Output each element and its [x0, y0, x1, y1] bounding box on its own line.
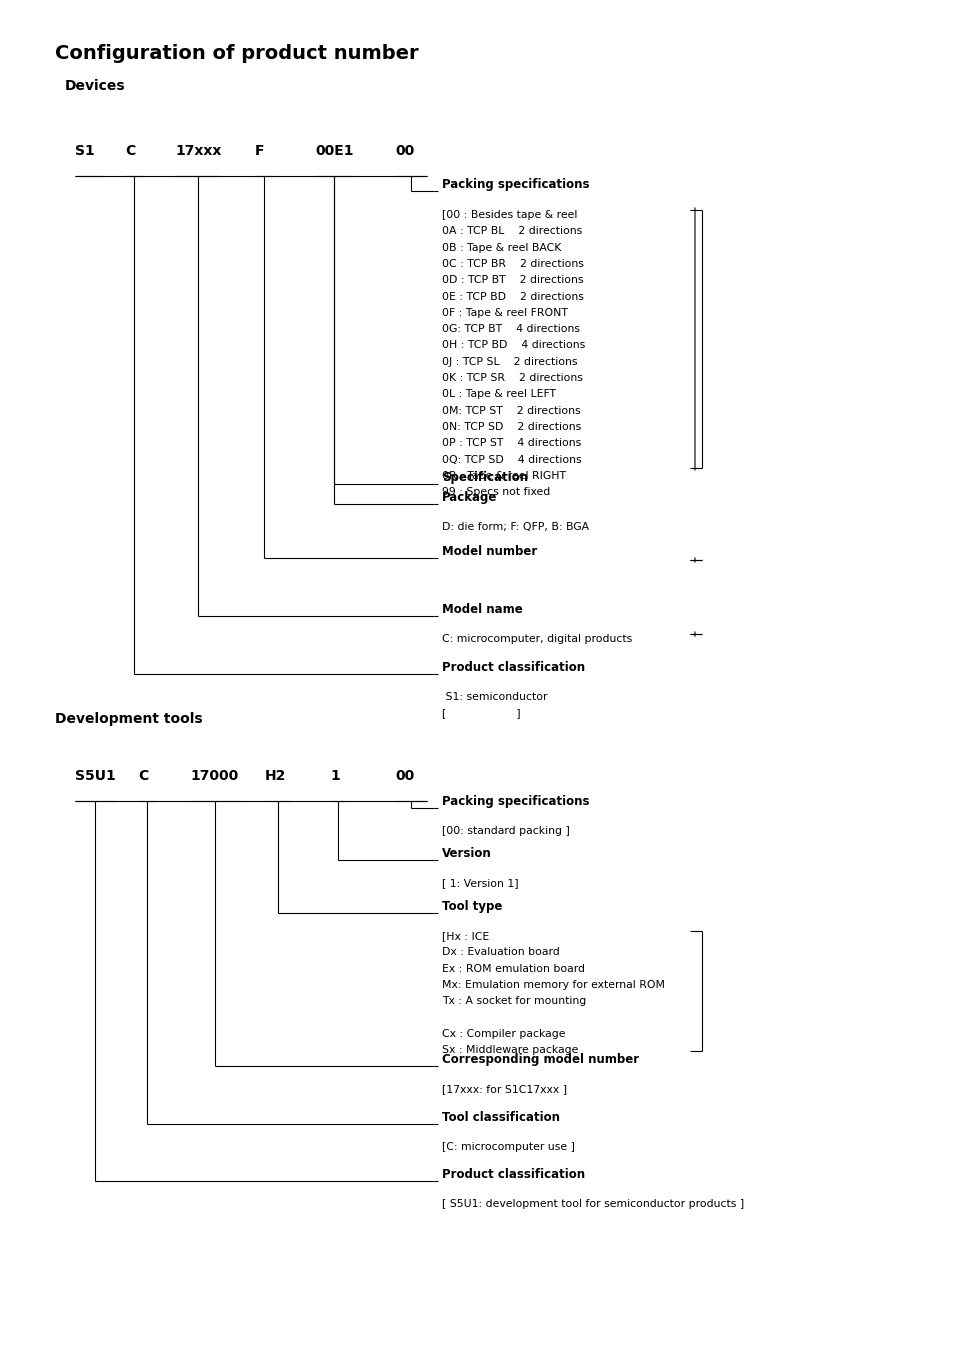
- Text: 0F : Tape & reel FRONT: 0F : Tape & reel FRONT: [441, 307, 567, 318]
- Text: 0Q: TCP SD    4 directions: 0Q: TCP SD 4 directions: [441, 454, 581, 465]
- Text: 0A : TCP BL    2 directions: 0A : TCP BL 2 directions: [441, 226, 581, 236]
- Text: 0D : TCP BT    2 directions: 0D : TCP BT 2 directions: [441, 275, 583, 286]
- Text: S1: semiconductor: S1: semiconductor: [441, 692, 547, 702]
- Text: [ S5U1: development tool for semiconductor products ]: [ S5U1: development tool for semiconduct…: [441, 1198, 743, 1209]
- Text: 0R : Tape & reel RIGHT: 0R : Tape & reel RIGHT: [441, 470, 565, 481]
- Text: 0J : TCP SL    2 directions: 0J : TCP SL 2 directions: [441, 357, 577, 367]
- Text: Packing specifications: Packing specifications: [441, 178, 589, 191]
- Text: 00E1: 00E1: [314, 144, 354, 158]
- Text: Dx : Evaluation board: Dx : Evaluation board: [441, 948, 559, 957]
- Text: H2: H2: [265, 768, 286, 783]
- Text: Ex : ROM emulation board: Ex : ROM emulation board: [441, 964, 584, 973]
- Text: Mx: Emulation memory for external ROM: Mx: Emulation memory for external ROM: [441, 980, 664, 989]
- Text: 99 : Specs not fixed: 99 : Specs not fixed: [441, 487, 550, 497]
- Text: [                    ]: [ ]: [441, 708, 520, 718]
- Text: Development tools: Development tools: [55, 712, 202, 727]
- Text: 0G: TCP BT    4 directions: 0G: TCP BT 4 directions: [441, 324, 579, 334]
- Text: Product classification: Product classification: [441, 661, 584, 674]
- Text: Specification: Specification: [441, 470, 528, 484]
- Text: 0M: TCP ST    2 directions: 0M: TCP ST 2 directions: [441, 406, 580, 415]
- Text: C: C: [125, 144, 135, 158]
- Text: F: F: [254, 144, 264, 158]
- Text: 0L : Tape & reel LEFT: 0L : Tape & reel LEFT: [441, 390, 556, 399]
- Text: Cx : Compiler package: Cx : Compiler package: [441, 1029, 565, 1039]
- Text: 17xxx: 17xxx: [174, 144, 221, 158]
- Text: 0B : Tape & reel BACK: 0B : Tape & reel BACK: [441, 243, 560, 252]
- Text: [00 : Besides tape & reel: [00 : Besides tape & reel: [441, 210, 577, 220]
- Text: 0N: TCP SD    2 directions: 0N: TCP SD 2 directions: [441, 422, 580, 431]
- Text: [00: standard packing ]: [00: standard packing ]: [441, 826, 569, 836]
- Text: 0C : TCP BR    2 directions: 0C : TCP BR 2 directions: [441, 259, 583, 268]
- Text: Devices: Devices: [65, 80, 126, 93]
- Text: C: C: [138, 768, 148, 783]
- Text: [Hx : ICE: [Hx : ICE: [441, 931, 489, 941]
- Text: C: microcomputer, digital products: C: microcomputer, digital products: [441, 634, 632, 644]
- Text: Packing specifications: Packing specifications: [441, 795, 589, 807]
- Text: [17xxx: for S1C17xxx ]: [17xxx: for S1C17xxx ]: [441, 1084, 566, 1095]
- Text: 1: 1: [330, 768, 339, 783]
- Text: Tool type: Tool type: [441, 900, 502, 913]
- Text: 17000: 17000: [190, 768, 238, 783]
- Text: Model name: Model name: [441, 603, 522, 616]
- Text: 0H : TCP BD    4 directions: 0H : TCP BD 4 directions: [441, 341, 584, 350]
- Text: S5U1: S5U1: [75, 768, 115, 783]
- Text: Product classification: Product classification: [441, 1167, 584, 1181]
- Text: Tx : A socket for mounting: Tx : A socket for mounting: [441, 996, 586, 1006]
- Text: D: die form; F: QFP, B: BGA: D: die form; F: QFP, B: BGA: [441, 522, 589, 532]
- Text: Corresponding model number: Corresponding model number: [441, 1053, 639, 1066]
- Text: [ 1: Version 1]: [ 1: Version 1]: [441, 878, 518, 888]
- Text: [C: microcomputer use ]: [C: microcomputer use ]: [441, 1142, 575, 1153]
- Text: Configuration of product number: Configuration of product number: [55, 44, 418, 63]
- Text: Model number: Model number: [441, 545, 537, 558]
- Text: 00: 00: [395, 768, 414, 783]
- Text: S1: S1: [75, 144, 94, 158]
- Text: Sx : Middleware package: Sx : Middleware package: [441, 1045, 578, 1055]
- Text: Version: Version: [441, 847, 491, 860]
- Text: Package: Package: [441, 491, 497, 504]
- Text: 0E : TCP BD    2 directions: 0E : TCP BD 2 directions: [441, 291, 583, 302]
- Text: Tool classification: Tool classification: [441, 1111, 559, 1124]
- Text: 00: 00: [395, 144, 414, 158]
- Text: 0P : TCP ST    4 directions: 0P : TCP ST 4 directions: [441, 438, 580, 448]
- Text: 0K : TCP SR    2 directions: 0K : TCP SR 2 directions: [441, 373, 582, 383]
